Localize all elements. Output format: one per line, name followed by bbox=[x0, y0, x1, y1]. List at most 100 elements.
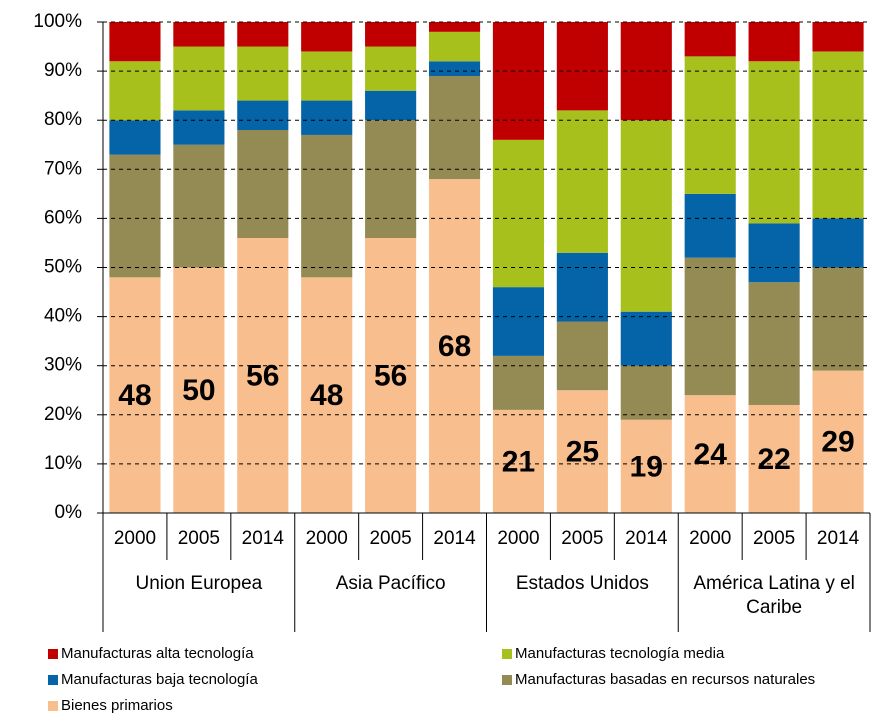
y-tick-label: 40% bbox=[44, 306, 82, 327]
bar-segment bbox=[173, 110, 225, 145]
bar-segment bbox=[492, 22, 545, 140]
data-label: 50 bbox=[182, 374, 215, 407]
data-label: 56 bbox=[374, 359, 407, 392]
bar-segment bbox=[812, 22, 864, 52]
bar-segment bbox=[812, 51, 864, 219]
bar-segment bbox=[109, 120, 161, 155]
bar-segment bbox=[812, 267, 864, 371]
bar-segment bbox=[109, 154, 161, 278]
y-tick-label: 20% bbox=[44, 404, 82, 425]
bar-segment bbox=[492, 287, 545, 356]
x-tick-label: 2005 bbox=[369, 528, 411, 549]
group-label-box: Asia Pacífico bbox=[335, 573, 446, 594]
y-tick-label: 70% bbox=[44, 158, 82, 179]
bar-segment bbox=[173, 46, 225, 111]
group-label-box: Union Europea bbox=[135, 573, 263, 594]
bar-segment bbox=[237, 238, 289, 514]
legend-swatch bbox=[502, 675, 512, 685]
bar-segment bbox=[748, 282, 800, 405]
bar-segment bbox=[428, 76, 481, 180]
group-label-box: América Latina y el Caribe bbox=[693, 573, 855, 618]
x-tick-label: 2000 bbox=[689, 528, 731, 549]
bar-segment bbox=[237, 130, 289, 239]
data-label: 22 bbox=[757, 443, 790, 476]
bar-segment bbox=[365, 238, 417, 514]
bar-segment bbox=[237, 100, 289, 131]
bar-segment bbox=[812, 370, 864, 513]
data-label: 48 bbox=[310, 379, 343, 412]
x-tick-label: 2000 bbox=[497, 528, 539, 549]
x-tick-label: 2014 bbox=[433, 528, 476, 549]
group-label-box: Estados Unidos bbox=[515, 573, 649, 594]
bar-segment bbox=[365, 120, 417, 239]
data-label: 24 bbox=[694, 438, 728, 471]
y-tick-label: 50% bbox=[44, 257, 82, 278]
bar-segment bbox=[556, 110, 608, 253]
bar-segment bbox=[748, 223, 800, 283]
x-tick-label: 2005 bbox=[561, 528, 603, 549]
data-label: 68 bbox=[438, 330, 471, 363]
data-label: 25 bbox=[566, 436, 599, 469]
bar-segment bbox=[301, 22, 353, 52]
y-tick-label: 80% bbox=[44, 109, 82, 130]
bar-segment bbox=[620, 419, 672, 513]
bar-segment bbox=[492, 409, 545, 513]
bar-segment bbox=[173, 267, 225, 513]
bar-segment bbox=[365, 90, 417, 121]
group-label: Asia Pacífico bbox=[335, 573, 446, 594]
data-label: 29 bbox=[821, 426, 854, 459]
x-tick-label: 2014 bbox=[242, 528, 285, 549]
bar-segment bbox=[620, 311, 672, 366]
bar-segment bbox=[684, 257, 736, 396]
bar-segment bbox=[556, 252, 608, 322]
bar-segment bbox=[748, 404, 800, 513]
legend-swatch bbox=[48, 701, 58, 711]
y-tick-label: 0% bbox=[55, 502, 83, 523]
y-tick-label: 30% bbox=[44, 355, 82, 376]
bar-segment bbox=[365, 46, 417, 91]
group-label: Union Europea bbox=[135, 573, 263, 594]
bar-segment bbox=[748, 61, 800, 224]
bar-segment bbox=[237, 46, 289, 101]
bar-segment bbox=[428, 31, 481, 62]
bar-segment bbox=[428, 179, 481, 513]
legend-label: Manufacturas baja tecnología bbox=[61, 671, 258, 688]
x-tick-label: 2014 bbox=[817, 528, 860, 549]
bar-segment bbox=[492, 355, 545, 410]
y-tick-label: 100% bbox=[33, 11, 82, 32]
y-tick-label: 10% bbox=[44, 453, 82, 474]
x-tick-label: 2000 bbox=[306, 528, 348, 549]
group-label: América Latina y el Caribe bbox=[693, 573, 855, 618]
group-label: Estados Unidos bbox=[515, 573, 649, 594]
bar-segment bbox=[684, 22, 736, 57]
legend-label: Bienes primarios bbox=[61, 697, 173, 714]
bar-segment bbox=[173, 144, 225, 268]
bar-segment bbox=[237, 22, 289, 47]
x-tick-label: 2005 bbox=[178, 528, 220, 549]
bar-segment bbox=[684, 193, 736, 258]
bar-segment bbox=[812, 218, 864, 268]
legend-label: Manufacturas alta tecnología bbox=[61, 645, 254, 662]
bar-segment bbox=[556, 390, 608, 513]
legend-label: Manufacturas basadas en recursos natural… bbox=[515, 671, 815, 688]
bar-segment bbox=[556, 22, 608, 111]
bar-segment bbox=[492, 139, 545, 288]
legend-swatch bbox=[502, 649, 512, 659]
legend-label: Manufacturas tecnología media bbox=[515, 645, 725, 662]
x-tick-label: 2000 bbox=[114, 528, 156, 549]
bar-segment bbox=[684, 56, 736, 194]
bar-segment bbox=[556, 321, 608, 391]
data-label: 48 bbox=[118, 379, 151, 412]
bar-segment bbox=[109, 22, 161, 62]
data-label: 19 bbox=[630, 450, 663, 483]
x-tick-label: 2005 bbox=[753, 528, 795, 549]
bar-segment bbox=[620, 120, 672, 312]
data-label: 21 bbox=[502, 445, 535, 478]
legend-swatch bbox=[48, 649, 58, 659]
bar-segment bbox=[748, 22, 800, 62]
bar-segment bbox=[428, 22, 481, 32]
x-tick-label: 2014 bbox=[625, 528, 668, 549]
bar-segment bbox=[301, 51, 353, 101]
bar-segment bbox=[173, 22, 225, 47]
